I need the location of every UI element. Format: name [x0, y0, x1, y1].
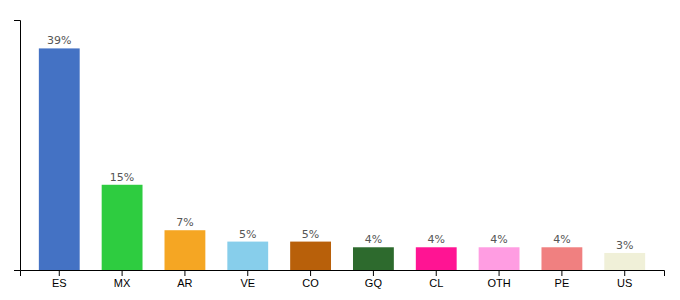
bar: [353, 247, 394, 270]
data-label: 5%: [239, 228, 256, 241]
data-labels: 39% 15% 7% 5% 5% 4% 4% 4% 4% 3%: [47, 34, 633, 252]
x-tick-mark: [624, 270, 625, 276]
x-tick-label: AR: [177, 277, 192, 289]
x-tick-mark: [310, 270, 311, 276]
data-label: 4%: [365, 233, 382, 246]
x-axis: ES MX AR VE CO GQ CL OTH PE US: [21, 270, 665, 289]
x-tick-label: CL: [429, 277, 443, 289]
x-tick: CL: [429, 270, 443, 289]
x-tick-mark: [59, 270, 60, 276]
bar: [416, 247, 457, 270]
x-tick-label: OTH: [487, 277, 510, 289]
bar: [290, 242, 331, 270]
x-tick-mark: [122, 270, 123, 276]
x-tick-mark: [499, 270, 500, 276]
data-label: 4%: [428, 233, 445, 246]
data-label: 3%: [616, 239, 633, 252]
x-tick-mark: [373, 270, 374, 276]
bar: [39, 48, 80, 270]
data-label: 15%: [110, 171, 134, 184]
bar: [604, 253, 645, 270]
x-tick-mark: [184, 270, 185, 276]
x-tick: ES: [52, 270, 67, 289]
x-tick-mark: [247, 270, 248, 276]
x-axis-line: [21, 271, 665, 277]
bars: [39, 48, 645, 270]
x-tick: AR: [177, 270, 192, 289]
x-tick: VE: [240, 270, 255, 289]
x-tick-mark: [561, 270, 562, 276]
data-label: 7%: [176, 216, 193, 229]
x-tick: PE: [555, 270, 570, 289]
bar: [227, 242, 268, 270]
bar: [479, 247, 520, 270]
x-tick-label: GQ: [365, 277, 383, 289]
x-tick-label: MX: [114, 277, 131, 289]
y-axis-line: [14, 21, 21, 271]
data-label: 4%: [490, 233, 507, 246]
x-tick: US: [617, 270, 632, 289]
data-label: 39%: [47, 34, 71, 47]
x-tick-mark: [436, 270, 437, 276]
data-label: 4%: [553, 233, 570, 246]
y-axis: [14, 21, 21, 271]
chart: 39% 15% 7% 5% 5% 4% 4% 4% 4% 3% ES MX AR VE CO GQ CL OTH P…: [0, 0, 680, 300]
x-tick-label: CO: [302, 277, 319, 289]
data-label: 5%: [302, 228, 319, 241]
plot: 39% 15% 7% 5% 5% 4% 4% 4% 4% 3% ES MX AR VE CO GQ CL OTH P…: [14, 21, 665, 289]
x-tick-label: ES: [52, 277, 67, 289]
x-tick: MX: [114, 270, 131, 289]
bar: [541, 247, 582, 270]
x-tick-label: VE: [240, 277, 255, 289]
x-tick-label: PE: [555, 277, 570, 289]
bar: [102, 185, 143, 270]
x-tick-label: US: [617, 277, 632, 289]
bar: [165, 230, 206, 270]
x-tick: GQ: [365, 270, 383, 289]
x-tick: OTH: [487, 270, 510, 289]
x-tick: CO: [302, 270, 319, 289]
